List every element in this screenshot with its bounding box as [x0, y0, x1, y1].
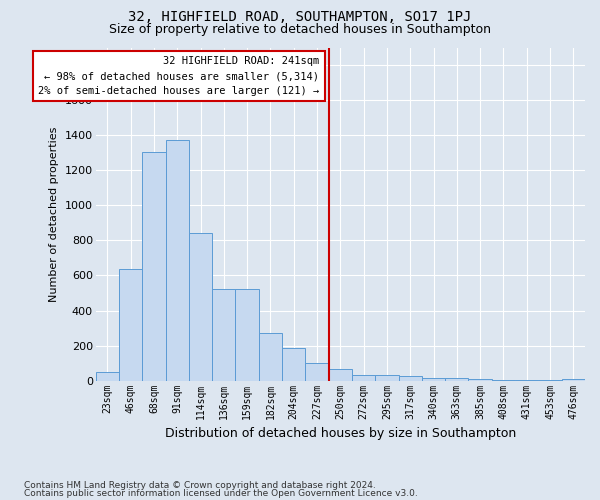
- X-axis label: Distribution of detached houses by size in Southampton: Distribution of detached houses by size …: [165, 427, 516, 440]
- Bar: [259, 334, 282, 380]
- Bar: [445, 378, 469, 380]
- Bar: [329, 369, 352, 380]
- Bar: [119, 270, 142, 380]
- Bar: [562, 379, 585, 380]
- Bar: [212, 288, 235, 380]
- Text: 32 HIGHFIELD ROAD: 241sqm
← 98% of detached houses are smaller (5,314)
2% of sem: 32 HIGHFIELD ROAD: 241sqm ← 98% of detac…: [38, 56, 319, 96]
- Y-axis label: Number of detached properties: Number of detached properties: [49, 126, 59, 302]
- Bar: [142, 152, 166, 380]
- Text: Size of property relative to detached houses in Southampton: Size of property relative to detached ho…: [109, 24, 491, 36]
- Bar: [469, 379, 492, 380]
- Bar: [189, 234, 212, 380]
- Bar: [422, 378, 445, 380]
- Bar: [375, 376, 398, 380]
- Bar: [166, 140, 189, 380]
- Bar: [398, 376, 422, 380]
- Text: Contains HM Land Registry data © Crown copyright and database right 2024.: Contains HM Land Registry data © Crown c…: [24, 481, 376, 490]
- Bar: [305, 363, 329, 380]
- Text: 32, HIGHFIELD ROAD, SOUTHAMPTON, SO17 1PJ: 32, HIGHFIELD ROAD, SOUTHAMPTON, SO17 1P…: [128, 10, 472, 24]
- Bar: [282, 348, 305, 380]
- Bar: [352, 376, 375, 380]
- Bar: [235, 288, 259, 380]
- Text: Contains public sector information licensed under the Open Government Licence v3: Contains public sector information licen…: [24, 490, 418, 498]
- Bar: [95, 372, 119, 380]
